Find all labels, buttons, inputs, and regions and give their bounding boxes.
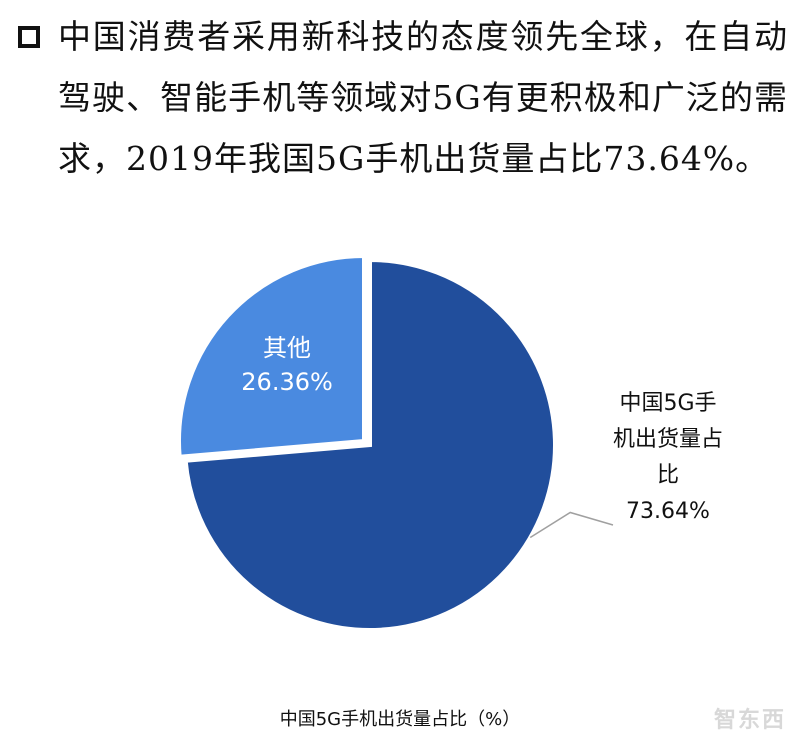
watermark-logo: 智东西 xyxy=(713,708,786,733)
pie-chart-svg: 其他 26.36% 中国5G手机出货量占比 73.64% 中国5G手机出货量占比（%） xyxy=(177,253,723,730)
headline-text: 中国消费者采用新科技的态度领先全球，在自动驾驶、智能手机等领域对5G有更积极和广… xyxy=(58,17,788,178)
pie-slice-other xyxy=(177,253,366,459)
pie-labels: 其他 26.36% 中国5G手机出货量占比 73.64% xyxy=(241,334,723,539)
pie-label-china-5g: 中国5G手机出货量占比 73.64% xyxy=(613,391,723,524)
pie-chart: 其他 26.36% 中国5G手机出货量占比 73.64% 中国5G手机出货量占比（%） xyxy=(0,250,800,744)
pie-label-other: 其他 26.36% xyxy=(241,334,333,396)
pie-slice-china-5g xyxy=(183,257,557,632)
leader-line xyxy=(529,511,614,539)
chart-title: 中国5G手机出货量占比（%） xyxy=(280,709,521,730)
pie-slices xyxy=(177,253,557,632)
square-bullet-icon xyxy=(18,26,40,48)
